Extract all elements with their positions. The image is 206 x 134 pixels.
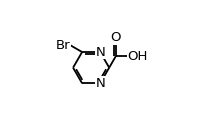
Text: OH: OH — [128, 50, 148, 63]
Text: N: N — [95, 46, 105, 59]
Text: Br: Br — [55, 39, 70, 52]
Text: N: N — [95, 77, 105, 90]
Text: O: O — [111, 31, 121, 44]
